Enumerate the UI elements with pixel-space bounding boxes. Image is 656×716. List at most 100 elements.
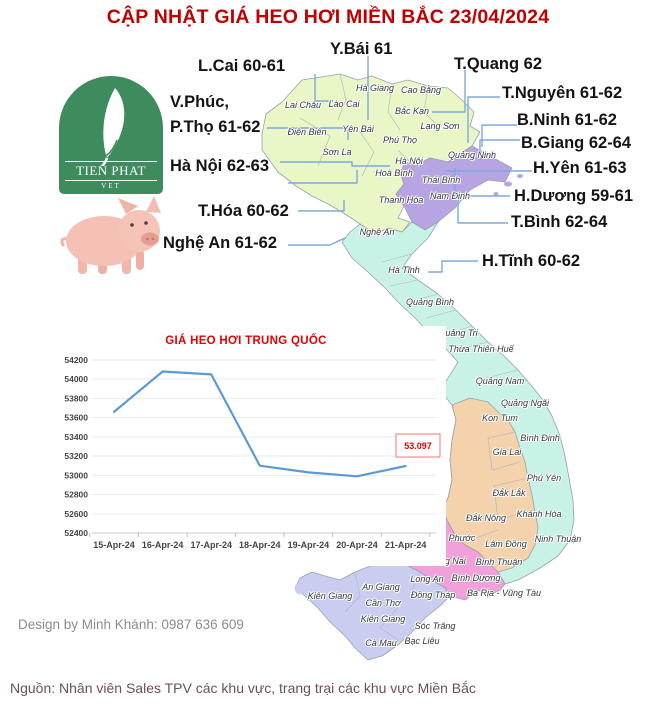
province-label: Thanh Hóa: [378, 195, 424, 205]
price-label-t-nguyen: T.Nguyên 61-62: [502, 84, 623, 102]
province-label: Đồng Nai: [428, 556, 466, 566]
province-label: Yên Bái: [342, 124, 374, 134]
province-label: Kiên Giang: [360, 614, 406, 624]
province-label: Lạng Sơn: [420, 121, 460, 131]
province-label: Bà Rịa - Vũng Tàu: [466, 588, 542, 598]
logo-subtitle: VET: [101, 182, 121, 190]
chart-plot: 52400 52600 52800 53000 53200 53400 53600 53800…: [64, 355, 441, 550]
province-label: Nam Định: [429, 191, 471, 201]
province-label: Bắc Kạn: [394, 106, 430, 116]
price-label-v-phuc-p-tho: V.Phúc, P.Thọ 61-62: [170, 93, 261, 136]
price-label-t-hoa: T.Hóa 60-62: [198, 202, 289, 220]
y-tick-label: 52600: [64, 509, 88, 519]
map-island-phu-quoc: [295, 583, 303, 595]
logo-name: TIEN PHAT: [65, 161, 157, 181]
province-label: Đắk Nông: [465, 513, 507, 523]
province-label: Hà Tĩnh: [388, 265, 420, 275]
y-tick-label: 53400: [64, 432, 88, 442]
province-label: Hà Nội: [395, 156, 423, 166]
province-label: Sóc Trăng: [414, 621, 456, 631]
leader-lines: [267, 56, 532, 273]
province-label: Phước: [448, 533, 476, 543]
price-label-h-duong: H.Dương 59-61: [514, 187, 634, 205]
y-tick-label: 53600: [64, 413, 88, 423]
x-tick-label: 16-Apr-24: [142, 540, 184, 550]
price-label-h-tinh: H.Tĩnh 60-62: [482, 252, 581, 270]
price-label-y-bai: Y.Bái 61: [330, 40, 393, 58]
province-label: Long An: [410, 574, 444, 584]
x-tick-label: 15-Apr-24: [93, 540, 135, 550]
y-tick-label: 52400: [64, 528, 88, 538]
province-label: Quảng Bình: [405, 297, 455, 307]
y-tick-label: 53200: [64, 451, 88, 461]
province-label: Thái Bình: [421, 175, 461, 185]
province-label: Quảng Ninh: [447, 150, 497, 160]
province-label: Bình Định: [520, 433, 560, 443]
map-island: [504, 181, 512, 187]
price-label-t-binh: T.Bình 62-64: [511, 213, 608, 231]
map-region-delta: [395, 145, 513, 231]
province-label: Lai Châu: [284, 100, 322, 110]
x-tick-label: 21-Apr-24: [385, 540, 427, 550]
province-borders: [299, 73, 544, 641]
design-credit: Design by Minh Khánh: 0987 636 609: [18, 617, 244, 632]
province-label: Bình Dương: [451, 573, 501, 583]
province-label: Đắk Lắk: [492, 488, 526, 498]
price-label-t-quang: T.Quang 62: [454, 55, 543, 73]
province-label: Phú Thọ: [382, 135, 418, 145]
chart-title: GIÁ HEO HƠI TRUNG QUỐC: [165, 335, 327, 347]
province-label: Khánh Hòa: [516, 509, 562, 519]
piglet-photo: [46, 196, 168, 282]
map-region-highlands: [441, 397, 539, 573]
province-label: Cà Mau: [365, 638, 397, 648]
price-label-l-cai: L.Cai 60-61: [198, 57, 286, 75]
tien-phat-logo: TIEN PHAT VET: [59, 76, 163, 194]
province-label: Ninh Thuận: [534, 534, 582, 544]
province-label: Bạc Liêu: [404, 636, 440, 646]
province-label: Hoà Bình: [375, 168, 413, 178]
province-label: Phú Yên: [526, 473, 562, 483]
province-label: Gia Lai: [492, 447, 522, 457]
price-label-b-giang: B.Giang 62-64: [521, 134, 632, 152]
province-label: An Giang: [362, 582, 400, 592]
feather-icon: [100, 88, 125, 166]
province-label: Quảng Nam: [475, 376, 525, 386]
china-price-chart: GIÁ HEO HƠI TRUNG QUỐC 52400 52600 52800 53…: [46, 326, 446, 566]
map-island: [307, 597, 311, 601]
province-label: Quảng Trị: [438, 328, 478, 338]
map-region-mekong: [294, 547, 451, 661]
province-label: Nghệ An: [359, 227, 395, 237]
y-tick-label: 54200: [64, 355, 88, 365]
province-label: Điện Biên: [287, 127, 327, 137]
province-label: Thừa Thiên Huế: [448, 344, 514, 354]
province-label: Kiên Giang: [307, 591, 353, 601]
page-title: CẬP NHẬT GIÁ HEO HƠI MIỀN BẮC 23/04/2024: [106, 6, 550, 28]
province-label: Hà Giang: [355, 83, 395, 93]
source-note: Nguồn: Nhân viên Sales TPV các khu vực, …: [10, 680, 476, 696]
y-tick-label: 53800: [64, 393, 88, 403]
province-label: Kon Tum: [482, 413, 518, 423]
province-label: Bình Thuận: [475, 557, 523, 567]
y-tick-label: 54000: [64, 374, 88, 384]
province-label: Đồng Tháp: [410, 590, 456, 600]
price-label-ha-noi: Hà Nội 62-63: [170, 157, 270, 175]
map-island: [517, 174, 523, 178]
price-label-h-yen: H.Yên 61-63: [533, 159, 627, 177]
province-label: Lâm Đồng: [485, 539, 527, 549]
price-label-b-ninh: B.Ninh 61-62: [517, 111, 617, 129]
map-island: [493, 192, 499, 196]
x-tick-label: 18-Apr-24: [239, 540, 281, 550]
y-tick-label: 52800: [64, 490, 88, 500]
data-label-annotation: 53.097: [404, 441, 432, 451]
province-label: Cao Bằng: [400, 85, 442, 95]
province-label: Lào Cai: [328, 99, 360, 109]
x-tick-label: 17-Apr-24: [190, 540, 232, 550]
price-label-nghe-an: Nghệ An 61-62: [163, 234, 278, 252]
x-tick-label: 20-Apr-24: [336, 540, 378, 550]
province-label: Cần Thơ: [365, 598, 401, 608]
x-tick-label: 19-Apr-24: [288, 540, 330, 550]
y-tick-label: 53000: [64, 470, 88, 480]
province-label: Quảng Ngãi: [500, 398, 550, 408]
